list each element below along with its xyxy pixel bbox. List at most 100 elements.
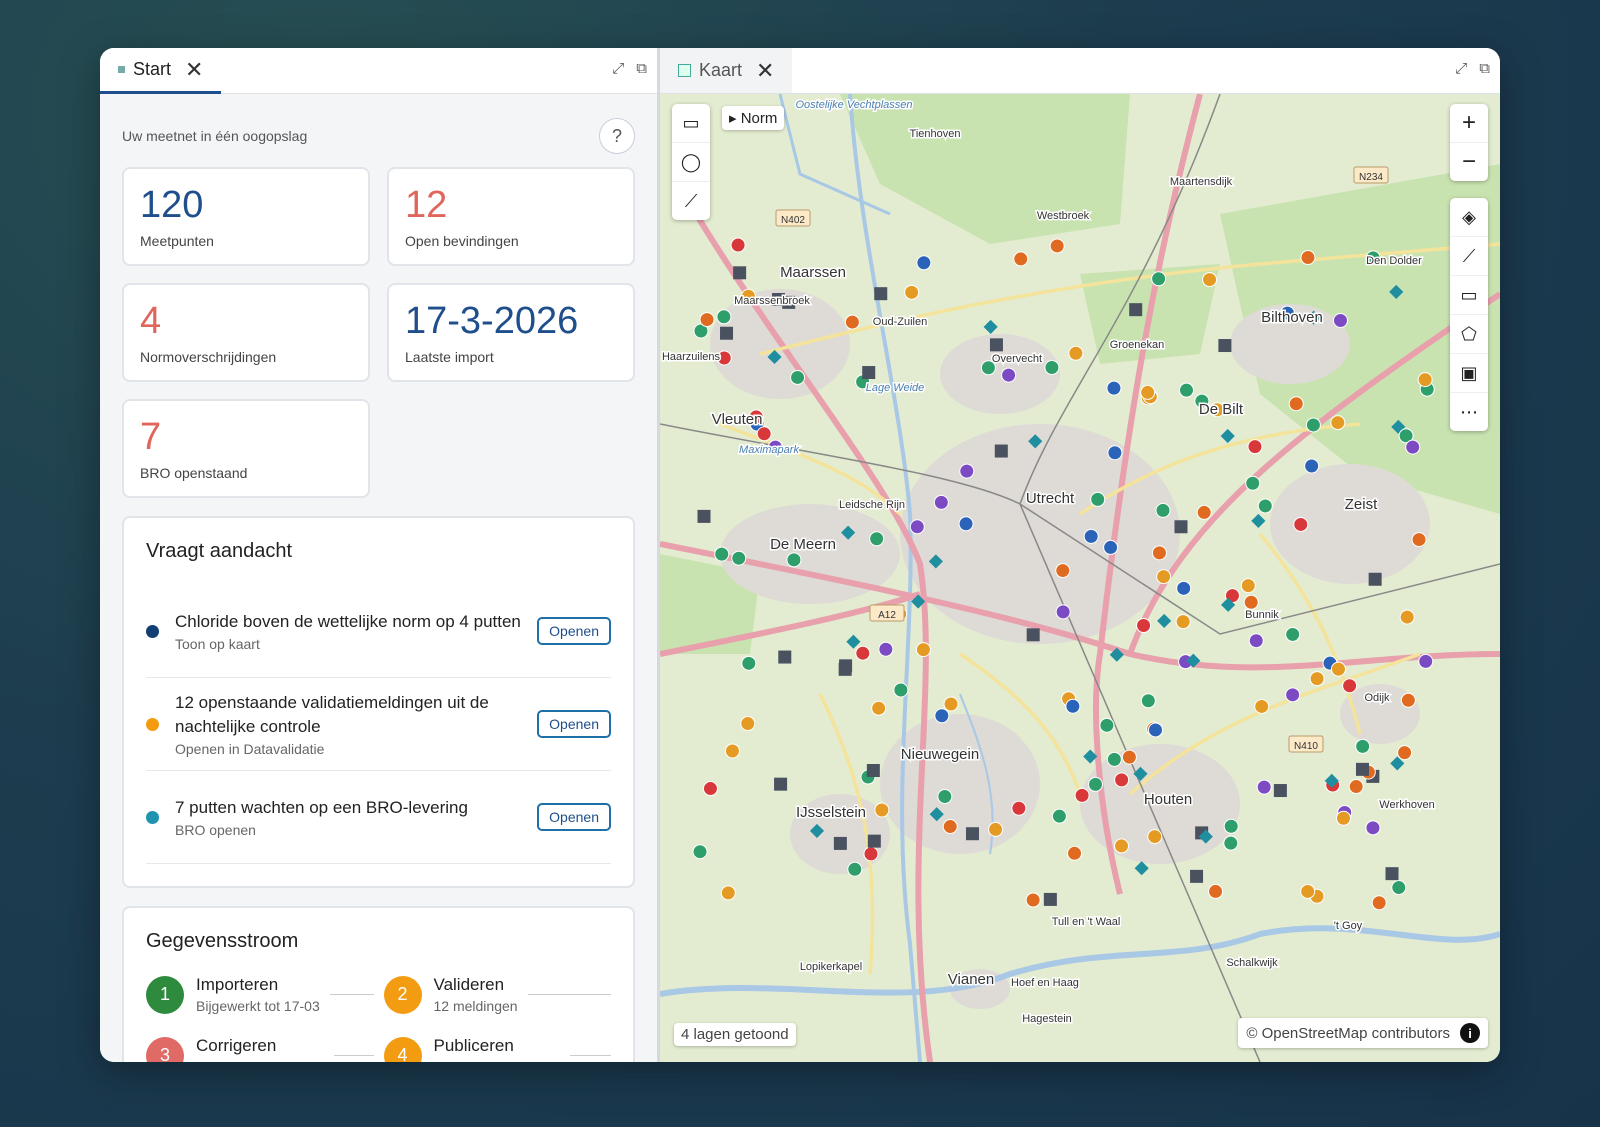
tab[interactable]: Kaart ✕ (660, 48, 793, 93)
marker-circle[interactable] (958, 516, 974, 532)
marker-square[interactable] (733, 266, 747, 280)
marker-circle[interactable] (767, 439, 783, 455)
marker-circle[interactable] (878, 641, 894, 657)
image-tool[interactable]: ▣ (1450, 354, 1488, 393)
marker-circle[interactable] (1332, 313, 1348, 329)
marker-circle[interactable] (1194, 393, 1210, 409)
marker-circle[interactable] (1175, 614, 1191, 630)
marker-circle[interactable] (1305, 417, 1321, 433)
marker-circle[interactable] (1257, 498, 1273, 514)
marker-circle[interactable] (1155, 502, 1171, 518)
marker-square[interactable] (989, 338, 1003, 352)
marker-square[interactable] (772, 292, 786, 306)
marker-square[interactable] (1043, 892, 1057, 906)
marker-circle[interactable] (934, 708, 950, 724)
marker-circle[interactable] (1051, 808, 1067, 824)
marker-circle[interactable] (1330, 661, 1346, 677)
marker-circle[interactable] (1065, 698, 1081, 714)
marker-circle[interactable] (893, 682, 909, 698)
marker-circle[interactable] (874, 802, 890, 818)
marker-circle[interactable] (937, 789, 953, 805)
more[interactable]: ⋯ (1460, 401, 1478, 422)
info-button[interactable]: i (1460, 1023, 1480, 1043)
marker-circle[interactable] (1365, 820, 1381, 836)
marker-circle[interactable] (1074, 787, 1090, 803)
marker-circle[interactable] (1411, 532, 1427, 548)
marker-circle[interactable] (1067, 845, 1083, 861)
marker-diamond[interactable] (1083, 749, 1098, 764)
marker-circle[interactable] (980, 360, 996, 376)
marker-circle[interactable] (716, 309, 732, 325)
marker-diamond[interactable] (1186, 653, 1201, 668)
marker-circle[interactable] (863, 846, 879, 862)
marker-circle[interactable] (724, 743, 740, 759)
marker-circle[interactable] (1147, 722, 1163, 738)
marker-circle[interactable] (1397, 745, 1413, 761)
marker-circle[interactable] (942, 819, 958, 835)
marker-circle[interactable] (1025, 892, 1041, 908)
marker-square[interactable] (697, 509, 711, 523)
marker-circle[interactable] (904, 284, 920, 300)
marker-circle[interactable] (1288, 396, 1304, 412)
map[interactable]: Maarssen Maarssenbroek Tienhoven Westbroek M… (660, 94, 1500, 1062)
marker-circle[interactable] (988, 821, 1004, 837)
marker-circle[interactable] (1140, 384, 1156, 400)
marker-circle[interactable] (1055, 563, 1071, 579)
marker-diamond[interactable] (1389, 284, 1404, 299)
select-rectangle[interactable]: ▭ (672, 104, 710, 143)
marker-circle[interactable] (1088, 776, 1104, 792)
tab[interactable]: Start ✕ (100, 48, 222, 94)
marker-circle[interactable] (909, 519, 925, 535)
marker-circle[interactable] (740, 716, 756, 732)
marker-circle[interactable] (699, 312, 715, 328)
marker-circle[interactable] (1176, 580, 1192, 596)
marker-diamond[interactable] (1133, 766, 1148, 781)
marker-square[interactable] (874, 287, 888, 301)
marker-circle[interactable] (1391, 880, 1407, 896)
marker-diamond[interactable] (1109, 647, 1124, 662)
marker-circle[interactable] (1011, 800, 1027, 816)
marker-circle[interactable] (720, 885, 736, 901)
marker-circle[interactable] (1013, 251, 1029, 267)
polygon-tool[interactable]: ⬠ (1450, 315, 1488, 354)
marker-circle[interactable] (1248, 633, 1264, 649)
marker-diamond[interactable] (929, 807, 944, 822)
marker-square[interactable] (965, 827, 979, 841)
open-button[interactable]: Openen (537, 617, 611, 645)
marker-circle[interactable] (1285, 626, 1301, 642)
marker-circle[interactable] (692, 844, 708, 860)
marker-circle[interactable] (1405, 439, 1421, 455)
zoom-out[interactable]: − (1461, 148, 1476, 175)
marker-circle[interactable] (1114, 772, 1130, 788)
marker-circle[interactable] (1285, 687, 1301, 703)
marker-circle[interactable] (1417, 372, 1433, 388)
marker-circle[interactable] (1208, 883, 1224, 899)
marker-square[interactable] (1273, 784, 1287, 798)
marker-diamond[interactable] (1390, 756, 1405, 771)
marker-circle[interactable] (693, 323, 709, 339)
marker-square[interactable] (833, 836, 847, 850)
close-tab[interactable]: ✕ (756, 57, 775, 83)
marker-diamond[interactable] (983, 319, 998, 334)
marker-circle[interactable] (1121, 749, 1137, 765)
marker-square[interactable] (994, 444, 1008, 458)
marker-diamond[interactable] (1028, 434, 1043, 449)
marker-circle[interactable] (1223, 835, 1239, 851)
marker-circle[interactable] (1099, 717, 1115, 733)
popout[interactable]: ⧉ (636, 60, 647, 77)
marker-circle[interactable] (1223, 818, 1239, 834)
marker-diamond[interactable] (1134, 861, 1149, 876)
marker-circle[interactable] (855, 645, 871, 661)
marker-circle[interactable] (1114, 838, 1130, 854)
marker-diamond[interactable] (809, 823, 825, 838)
marker-circle[interactable] (1365, 250, 1381, 266)
marker-circle[interactable] (1196, 504, 1212, 520)
marker-circle[interactable] (1209, 402, 1225, 418)
marker-circle[interactable] (748, 409, 764, 425)
marker-circle[interactable] (740, 288, 756, 304)
marker-circle[interactable] (959, 463, 975, 479)
marker-circle[interactable] (786, 552, 802, 568)
marker-circle[interactable] (1247, 439, 1263, 455)
layers[interactable]: ◈ (1450, 198, 1488, 237)
marker-circle[interactable] (1330, 415, 1346, 431)
